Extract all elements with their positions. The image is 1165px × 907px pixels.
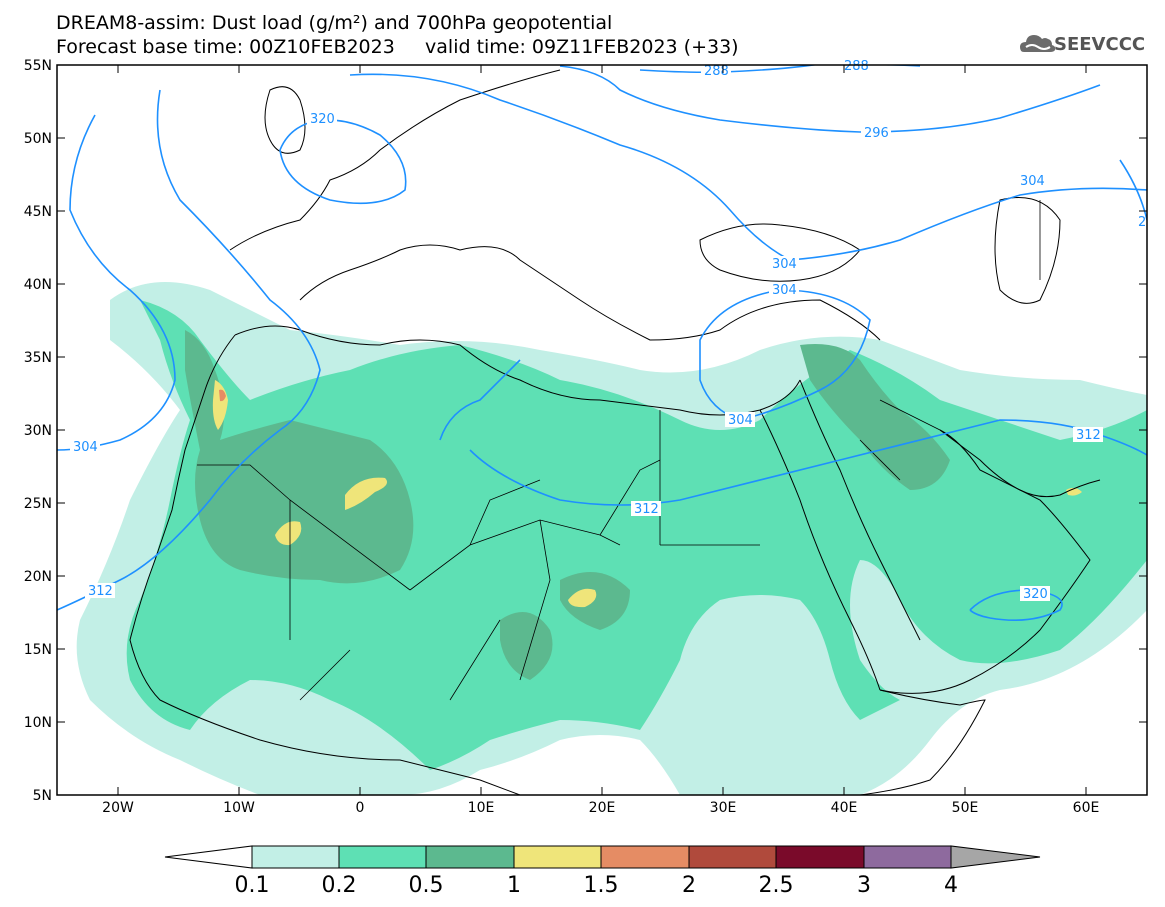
coastline-caspian — [994, 197, 1061, 304]
colorbar-label: 2.5 — [758, 873, 794, 898]
dust-region-1 — [275, 521, 302, 546]
lat-tick-label: 55N — [24, 58, 52, 74]
dust-region-1 — [568, 588, 597, 608]
coastline-horn — [859, 689, 986, 795]
contour-label: 304 — [728, 413, 753, 428]
coastline-uk — [264, 86, 306, 154]
colorbar-segment — [513, 845, 602, 869]
lon-tick-label: 60E — [1073, 800, 1100, 816]
contour-label: 296 — [864, 126, 889, 141]
contour-label: 304 — [73, 440, 98, 455]
contour-label: 320 — [310, 112, 335, 127]
lat-tick-label: 5N — [33, 788, 52, 804]
colorbar-segment — [863, 845, 952, 869]
contour-320-europe — [279, 118, 407, 205]
contour-label: 312 — [634, 502, 659, 517]
dust-region-0.5 — [185, 330, 414, 584]
contour-312-west — [57, 89, 321, 611]
dust-region-1.5 — [219, 389, 226, 402]
contour-320-east — [969, 589, 1063, 622]
contour-label: 288 — [844, 59, 869, 74]
colorbar-segment — [775, 845, 865, 869]
lat-tick-label: 50N — [24, 131, 52, 147]
lat-labels: 55N 50N 45N 40N 35N 30N 25N 20N 15N 10N … — [24, 58, 52, 804]
colorbar-segment — [338, 845, 427, 869]
colorbar-label: 2 — [682, 873, 696, 898]
logo-text: SEEVCCC — [1054, 34, 1146, 55]
contour-label: 304 — [772, 283, 797, 298]
lon-tick-label: 30E — [710, 800, 737, 816]
lat-tick-label: 40N — [24, 277, 52, 293]
coastline-arabia — [879, 429, 1091, 694]
dust-region-1 — [345, 477, 388, 510]
colorbar-label: 3 — [857, 873, 871, 898]
contour-label: 312 — [1076, 428, 1101, 443]
colorbar-label: 0.2 — [321, 873, 357, 898]
lat-tick-label: 35N — [24, 350, 52, 366]
lat-tick-label: 25N — [24, 496, 52, 512]
coastline-europe — [229, 69, 881, 341]
lon-tick-label: 10W — [223, 800, 255, 816]
dust-region-0.5 — [560, 572, 630, 630]
lat-tick-label: 45N — [24, 204, 52, 220]
coastlines — [129, 69, 1101, 795]
forecast-times: Forecast base time: 00Z10FEB2023 valid t… — [56, 36, 739, 58]
contour-label: 304 — [1020, 174, 1045, 189]
lat-tick-label: 15N — [24, 642, 52, 658]
colorbar-over-arrow — [950, 845, 1041, 869]
coastline-black-sea — [699, 223, 861, 282]
dust-region-0.5 — [800, 344, 950, 490]
contour-label: 312 — [88, 584, 113, 599]
colorbar-segment — [688, 845, 777, 869]
colorbar — [164, 845, 1041, 869]
lon-tick-label: 40E — [831, 800, 858, 816]
lon-tick-label: 50E — [952, 800, 979, 816]
dust-region-0.5 — [500, 612, 553, 680]
contour-296 — [559, 65, 1101, 133]
contour-304-mid — [349, 73, 1147, 261]
colorbar-label: 0.5 — [408, 873, 444, 898]
contour-east-edge — [1119, 159, 1147, 221]
lon-tick-label: 20W — [102, 800, 134, 816]
lat-tick-label: 30N — [24, 423, 52, 439]
contour-labels: 320 288 288 296 304 304 304 304 304 312 … — [70, 59, 1146, 602]
contour-label: 288 — [704, 64, 729, 79]
colorbar-under-arrow — [164, 845, 253, 869]
colorbar-segment — [251, 845, 340, 869]
lon-tick-label: 10E — [468, 800, 495, 816]
contour-304-west — [57, 114, 176, 451]
border-lines — [197, 200, 1041, 701]
cloud-logo-icon — [1020, 35, 1056, 52]
colorbar-label: 4 — [944, 873, 958, 898]
lon-labels: 20W 10W 0 10E 20E 30E 40E 50E 60E — [102, 800, 1099, 816]
contour-label: 304 — [772, 257, 797, 272]
colorbar-segment — [425, 845, 515, 869]
colorbar-label: 1.5 — [583, 873, 619, 898]
lon-tick-label: 20E — [589, 800, 616, 816]
lat-tick-label: 20N — [24, 569, 52, 585]
coastline-red-sea — [759, 379, 921, 691]
geopotential-contours — [57, 65, 1147, 622]
coastline-west-africa — [129, 334, 521, 795]
coastline-persian-gulf — [939, 429, 1101, 498]
map-title: DREAM8-assim: Dust load (g/m²) and 700hP… — [56, 12, 613, 34]
contour-label: 2 — [1138, 215, 1146, 230]
lat-tick-label: 10N — [24, 715, 52, 731]
colorbar-label: 0.1 — [234, 873, 270, 898]
contour-label: 320 — [1023, 587, 1048, 602]
colorbar-segment — [600, 845, 690, 869]
lon-tick-label: 0 — [356, 800, 365, 816]
dust-load-field — [76, 282, 1147, 795]
tick-marks — [57, 65, 1147, 795]
colorbar-label: 1 — [507, 873, 521, 898]
